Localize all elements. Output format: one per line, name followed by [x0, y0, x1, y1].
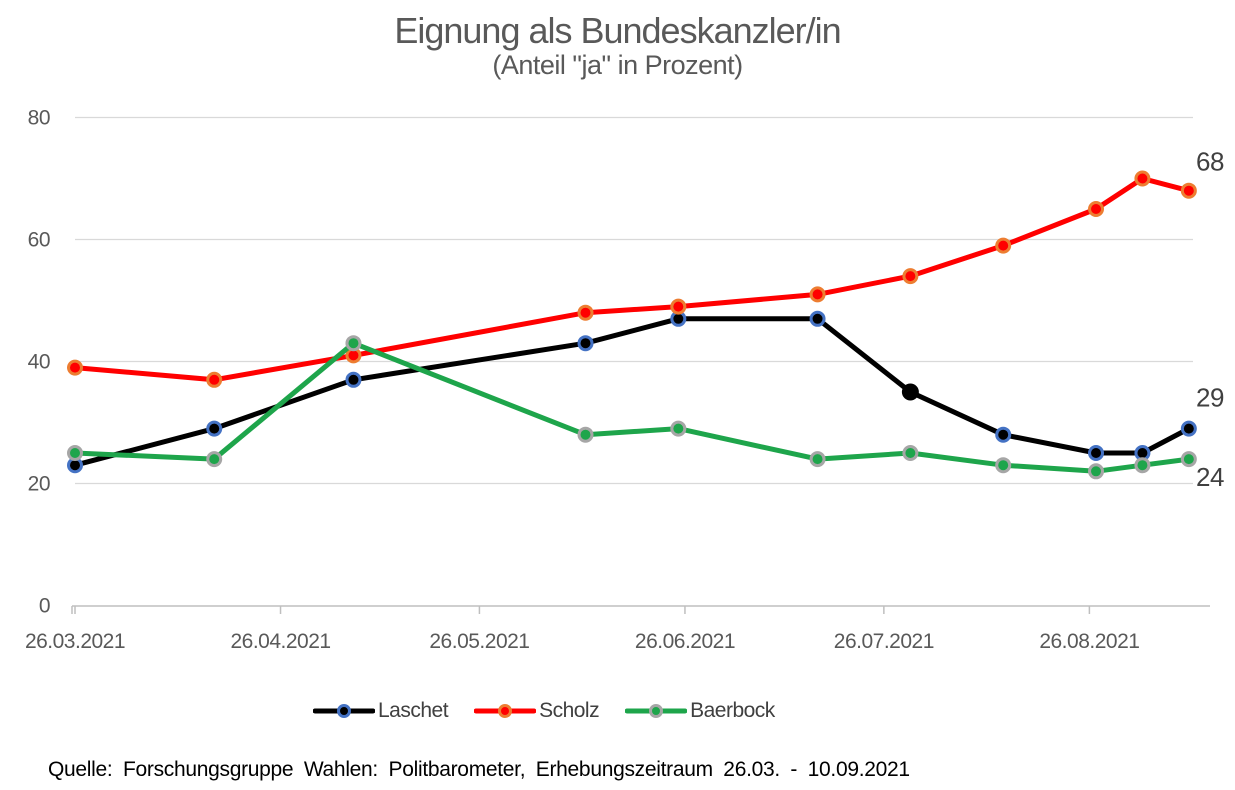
- data-point-laschet: [206, 420, 223, 437]
- data-point-scholz: [902, 268, 919, 285]
- legend-label-baerbock: Baerbock: [690, 699, 775, 722]
- chart-legend: Laschet Scholz Baerbock: [313, 699, 775, 723]
- x-tick-label: 26.07.2021: [834, 630, 934, 653]
- data-point-baerbock: [902, 445, 919, 461]
- data-point-scholz: [206, 371, 223, 388]
- x-tick-label: 26.08.2021: [1039, 630, 1139, 653]
- series-line-laschet: [72, 316, 1192, 468]
- data-point-baerbock: [206, 451, 223, 468]
- legend-item-scholz: Scholz: [474, 699, 600, 723]
- legend-item-baerbock: Baerbock: [625, 699, 775, 723]
- data-point-scholz: [670, 298, 687, 315]
- data-point-scholz: [1180, 182, 1197, 199]
- data-point-laschet: [995, 426, 1012, 443]
- x-tick-label: 26.06.2021: [635, 630, 735, 653]
- data-point-laschet: [1180, 420, 1197, 437]
- series-line-scholz: [72, 176, 1192, 383]
- chart-title: Eignung als Bundeskanzler/in: [394, 10, 841, 51]
- y-tick-label: 20: [28, 473, 50, 496]
- data-point-baerbock: [345, 335, 362, 352]
- data-point-baerbock: [1088, 463, 1105, 480]
- data-point-laschet: [901, 383, 919, 401]
- data-point-scholz: [1088, 201, 1105, 217]
- data-point-baerbock: [577, 426, 594, 443]
- data-point-scholz: [995, 237, 1012, 254]
- data-point-baerbock: [67, 445, 83, 461]
- chart-subtitle: (Anteil "ja" in Prozent): [492, 50, 743, 80]
- data-point-baerbock: [1180, 451, 1197, 468]
- y-tick-label: 40: [28, 351, 50, 374]
- y-tick-label: 80: [28, 107, 50, 130]
- y-tick-label: 60: [28, 229, 50, 252]
- legend-label-laschet: Laschet: [378, 699, 449, 722]
- legend-marker-laschet: [313, 704, 375, 718]
- data-point-baerbock: [1134, 457, 1151, 474]
- data-point-scholz: [67, 359, 83, 376]
- end-label-scholz: 68: [1196, 147, 1224, 177]
- data-point-baerbock: [670, 420, 687, 437]
- data-point-scholz: [577, 304, 594, 321]
- legend-item-laschet: Laschet: [313, 699, 449, 723]
- data-point-laschet: [1088, 445, 1105, 461]
- series-line-baerbock: [72, 340, 1192, 474]
- x-tick-label: 26.03.2021: [25, 630, 125, 653]
- x-tick-label: 26.05.2021: [429, 630, 529, 653]
- data-point-laschet: [345, 371, 362, 388]
- legend-marker-baerbock: [625, 704, 688, 718]
- y-tick-label: 0: [39, 595, 50, 618]
- data-point-laschet: [577, 335, 594, 352]
- legend-marker-scholz: [474, 704, 537, 718]
- source-note: Quelle: Forschungsgruppe Wahlen: Politba…: [48, 758, 910, 781]
- data-point-baerbock: [809, 451, 826, 468]
- data-point-laschet: [809, 310, 826, 327]
- data-point-scholz: [809, 286, 826, 303]
- end-label-laschet: 29: [1196, 383, 1224, 413]
- legend-label-scholz: Scholz: [539, 699, 600, 722]
- end-label-baerbock: 24: [1196, 462, 1224, 492]
- data-point-baerbock: [995, 457, 1012, 474]
- data-point-scholz: [1134, 170, 1151, 187]
- x-tick-label: 26.04.2021: [230, 630, 330, 653]
